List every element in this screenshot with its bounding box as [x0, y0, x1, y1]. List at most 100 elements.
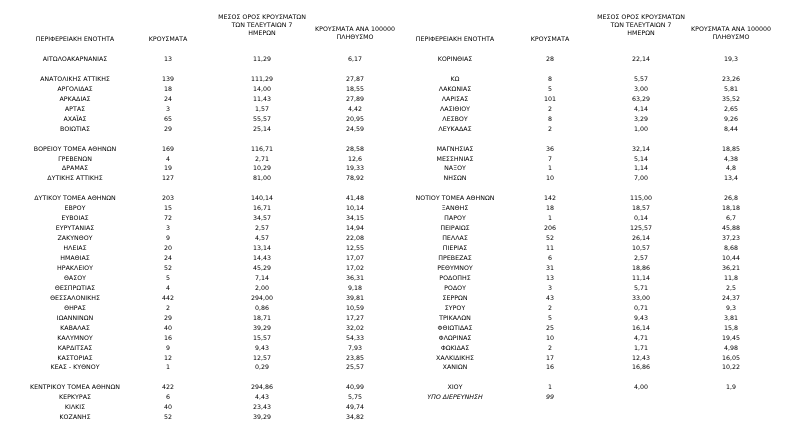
region-name: ΘΗΡΑΣ: [64, 304, 86, 312]
region-name: ΝΟΤΙΟΥ ΤΟΜΕΑ ΑΘΗΝΩΝ: [415, 195, 495, 203]
table-cell: 5: [547, 85, 553, 93]
region-name: ΒΟΡΕΙΟΥ ΤΟΜΕΑ ΑΘΗΝΩΝ: [33, 145, 117, 153]
table-cell: 26,14: [631, 235, 651, 243]
region-name: ΠΕΙΡΑΙΩΣ: [440, 225, 470, 233]
table-cell: 6: [547, 255, 553, 262]
table-cell: 294,86: [250, 384, 274, 392]
region-name: ΝΑΞΟΥ: [444, 165, 466, 173]
region-name: ΕΥΡΥΤΑΝΙΑΣ: [55, 225, 95, 233]
table-cell: 14,94: [345, 225, 365, 233]
table-cell: 52: [163, 264, 173, 272]
header-cell: ΤΩΝ ΤΕΛΕΥΤΑΙΩΝ 7: [231, 22, 293, 29]
region-name: ΘΕΣΣΑΛΟΝΙΚΗΣ: [50, 294, 100, 302]
table-cell: 9,26: [723, 115, 739, 123]
region-name: ΚΕΡΚΥΡΑΣ: [59, 394, 91, 402]
table-cell: 1,00: [633, 125, 649, 133]
region-name: ΚΕΑΣ - ΚΥΘΝΟΥ: [50, 364, 100, 372]
table-cell: 41,48: [345, 195, 365, 203]
header-cell: ΤΩΝ ΤΕΛΕΥΤΑΙΩΝ 7: [610, 22, 672, 29]
table-cell: 10: [545, 175, 555, 183]
table-cell: 16,14: [631, 324, 651, 332]
table-cell: 0,71: [633, 304, 649, 312]
table-cell: 10,14: [345, 205, 365, 213]
table-cell: 6,7: [725, 215, 737, 223]
table-cell: 3,81: [723, 314, 739, 322]
table-cell: 5,14: [633, 155, 649, 163]
region-name: ΑΝΑΤΟΛΙΚΗΣ ΑΤΤΙΚΗΣ: [40, 75, 110, 83]
table-cell: 16,86: [631, 364, 651, 372]
header-cell: ΠΕΡΙΦΕΡΕΙΑΚΗ ΕΝΟΤΗΤΑ: [415, 36, 495, 43]
table-cell: 8,68: [723, 245, 739, 253]
table-cell: 43: [545, 294, 555, 302]
table-cell: 24,59: [345, 125, 365, 133]
table-cell: 31: [545, 264, 555, 272]
header-cell: ΚΡΟΥΣΜΑΤΑ: [148, 36, 188, 43]
table-cell: 4,38: [723, 155, 739, 163]
region-name: ΚΟΡΙΝΘΙΑΣ: [437, 56, 473, 63]
table-cell: 11,29: [252, 56, 272, 63]
table-cell: 4: [165, 284, 171, 292]
region-name: ΜΑΓΝΗΣΙΑΣ: [436, 145, 474, 153]
region-name: ΦΩΚΙΔΑΣ: [440, 344, 470, 352]
region-name: ΚΑΒΑΛΑΣ: [60, 324, 90, 332]
region-name: ΗΜΑΘΙΑΣ: [60, 255, 90, 262]
header-cell: ΜΕΣΟΣ ΟΡΟΣ ΚΡΟΥΣΜΑΤΩΝ: [597, 14, 685, 21]
table-cell: 8: [547, 75, 553, 83]
table-cell: 9,43: [633, 314, 649, 322]
region-name: ΕΥΒΟΙΑΣ: [61, 215, 89, 223]
table-cell: 40,99: [345, 384, 365, 392]
region-name: ΠΡΕΒΕΖΑΣ: [438, 255, 472, 262]
table-cell: 422: [161, 384, 175, 392]
table-cell: 55,57: [252, 115, 272, 123]
table-cell: 17,27: [345, 314, 365, 322]
table-cell: 9,18: [347, 284, 363, 292]
table-cell: 3: [547, 284, 553, 292]
region-name: ΣΕΡΡΩΝ: [442, 294, 468, 302]
table-cell: 5,75: [347, 394, 363, 402]
table-cell: 81,00: [252, 175, 272, 183]
header-cell: ΠΕΡΙΦΕΡΕΙΑΚΗ ΕΝΟΤΗΤΑ: [35, 36, 115, 43]
table-cell: 7: [547, 155, 553, 163]
table-cell: 116,71: [250, 145, 274, 153]
table-cell: 12,57: [252, 354, 272, 362]
region-name: ΕΒΡΟΥ: [64, 205, 86, 213]
table-cell: 10,29: [252, 165, 272, 173]
table-cell: 20,95: [345, 115, 365, 123]
table-cell: 17,02: [345, 264, 365, 272]
table-cell: 23,85: [345, 354, 365, 362]
table-cell: 18: [163, 85, 173, 93]
region-name: ΠΑΡΟΥ: [444, 215, 466, 223]
table-cell: 16: [163, 334, 173, 342]
region-name: ΚΑΡΔΙΤΣΑΣ: [57, 344, 93, 352]
table-cell: 17: [545, 354, 555, 362]
table-cell: 0,29: [254, 364, 270, 372]
table-cell: 11: [545, 245, 555, 253]
table-cell: 1,9: [725, 384, 737, 392]
region-name: ΔΥΤΙΚΗΣ ΑΤΤΙΚΗΣ: [47, 175, 103, 183]
table-cell: 11,8: [723, 274, 739, 282]
table-cell: 9,43: [254, 344, 270, 352]
table-cell: 45,88: [721, 225, 741, 233]
table-cell: 35,52: [721, 95, 741, 103]
table-cell: 54,33: [345, 334, 365, 342]
table-cell: 2: [547, 304, 553, 312]
region-name: ΖΑΚΥΝΘΟΥ: [57, 235, 93, 243]
table-cell: 4,57: [254, 235, 270, 243]
table-cell: 3: [165, 105, 171, 113]
header-cell: ΠΛΗΘΥΣΜΟ: [336, 34, 374, 41]
table-cell: 12,55: [345, 245, 365, 253]
table-cell: 4: [165, 155, 171, 163]
region-name: ΚΩ: [450, 75, 460, 83]
table-cell: 294,00: [250, 294, 274, 302]
table-cell: 1: [547, 165, 553, 173]
table-cell: 25,57: [345, 364, 365, 372]
header-cell: ΚΡΟΥΣΜΑΤΑ: [530, 36, 570, 43]
table-cell: 10,57: [631, 245, 651, 253]
table-cell: 52: [163, 414, 173, 422]
table-cell: 52: [545, 235, 555, 243]
table-cell: 125,57: [629, 225, 653, 233]
table-cell: 4,43: [254, 394, 270, 402]
region-name: ΡΟΔΟΥ: [444, 284, 466, 292]
table-cell: 24: [163, 255, 173, 262]
table-cell: 1: [547, 215, 553, 223]
